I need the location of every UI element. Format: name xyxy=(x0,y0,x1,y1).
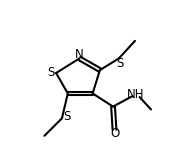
Text: S: S xyxy=(63,110,71,123)
Text: O: O xyxy=(110,127,119,140)
Text: S: S xyxy=(47,66,54,80)
Text: N: N xyxy=(74,48,83,61)
Text: NH: NH xyxy=(127,88,145,101)
Text: S: S xyxy=(116,57,123,70)
